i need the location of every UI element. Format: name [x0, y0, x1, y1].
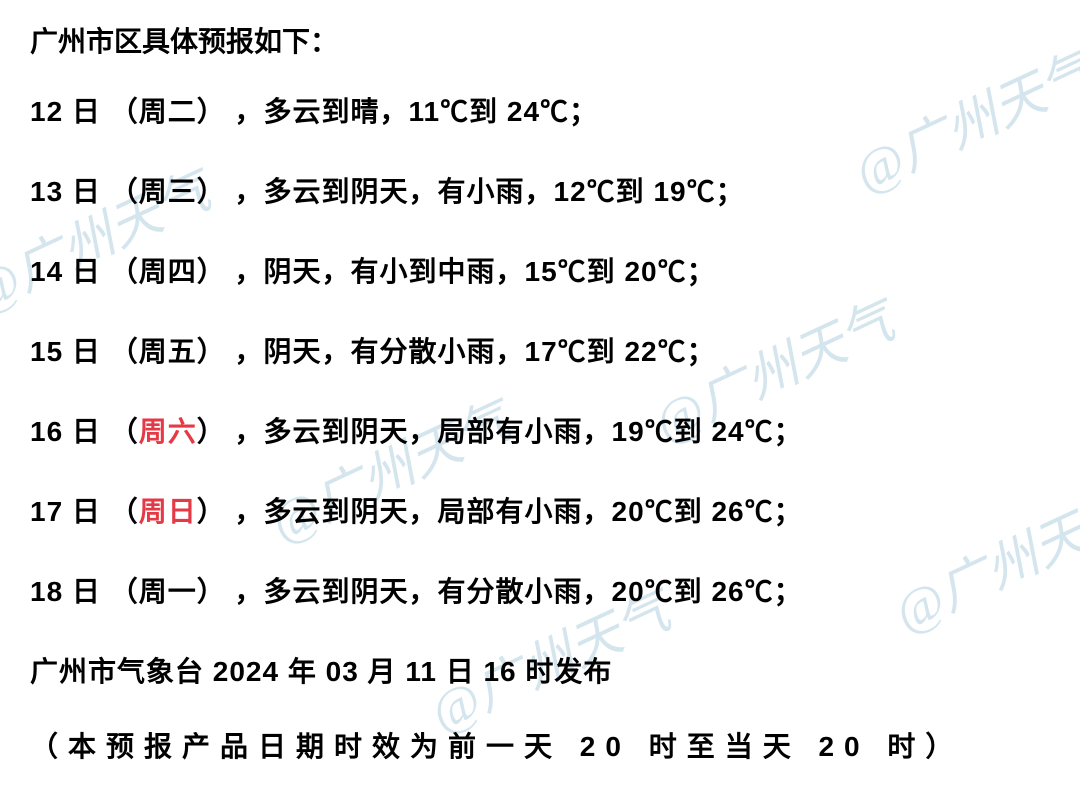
forecast-weekday-name: 周日 — [139, 496, 197, 527]
forecast-station: 广州市气象台 2024 年 03 月 11 日 16 时发布 — [30, 650, 1050, 690]
forecast-weather: ，阴天，有小到中雨，15℃到 20℃； — [235, 256, 716, 287]
forecast-weekday: （周三） — [110, 176, 226, 207]
forecast-weekday: （周二） — [110, 96, 226, 127]
forecast-day: 12 日 — [30, 96, 101, 127]
forecast-row: 15 日 （周五） ，阴天，有分散小雨，17℃到 22℃； — [30, 330, 1050, 370]
forecast-content: 广州市区具体预报如下： 12 日 （周二） ，多云到晴，11℃到 24℃； 13… — [0, 0, 1080, 785]
forecast-note: （本预报产品日期时效为前一天 20 时至当天 20 时） — [30, 725, 1050, 765]
forecast-weekday: （周五） — [110, 336, 226, 367]
forecast-row: 13 日 （周三） ，多云到阴天，有小雨，12℃到 19℃； — [30, 170, 1050, 210]
forecast-day: 17 日 — [30, 496, 101, 527]
forecast-row: 17 日 （周日） ，多云到阴天，局部有小雨，20℃到 26℃； — [30, 490, 1050, 530]
forecast-weekday-close: ） — [197, 416, 226, 447]
forecast-weather: ，阴天，有分散小雨，17℃到 22℃； — [235, 336, 716, 367]
forecast-weekday-close: ） — [197, 496, 226, 527]
forecast-day: 13 日 — [30, 176, 101, 207]
forecast-weekday-open: （ — [110, 496, 139, 527]
forecast-day: 16 日 — [30, 416, 101, 447]
forecast-row: 12 日 （周二） ，多云到晴，11℃到 24℃； — [30, 90, 1050, 130]
forecast-day: 15 日 — [30, 336, 101, 367]
forecast-row: 14 日 （周四） ，阴天，有小到中雨，15℃到 20℃； — [30, 250, 1050, 290]
forecast-weather: ，多云到阴天，有小雨，12℃到 19℃； — [235, 176, 745, 207]
forecast-weekday: （周四） — [110, 256, 226, 287]
forecast-weekday: （周一） — [110, 576, 226, 607]
forecast-weather: ，多云到晴，11℃到 24℃； — [235, 96, 599, 127]
forecast-weather: ，多云到阴天，局部有小雨，19℃到 24℃； — [235, 416, 803, 447]
forecast-row: 18 日 （周一） ，多云到阴天，有分散小雨，20℃到 26℃； — [30, 570, 1050, 610]
forecast-weekday-name: 周六 — [139, 416, 197, 447]
forecast-weekday-open: （ — [110, 416, 139, 447]
forecast-weather: ，多云到阴天，有分散小雨，20℃到 26℃； — [235, 576, 803, 607]
forecast-row: 16 日 （周六） ，多云到阴天，局部有小雨，19℃到 24℃； — [30, 410, 1050, 450]
forecast-day: 14 日 — [30, 256, 101, 287]
forecast-weather: ，多云到阴天，局部有小雨，20℃到 26℃； — [235, 496, 803, 527]
forecast-title: 广州市区具体预报如下： — [30, 20, 1050, 60]
forecast-day: 18 日 — [30, 576, 101, 607]
